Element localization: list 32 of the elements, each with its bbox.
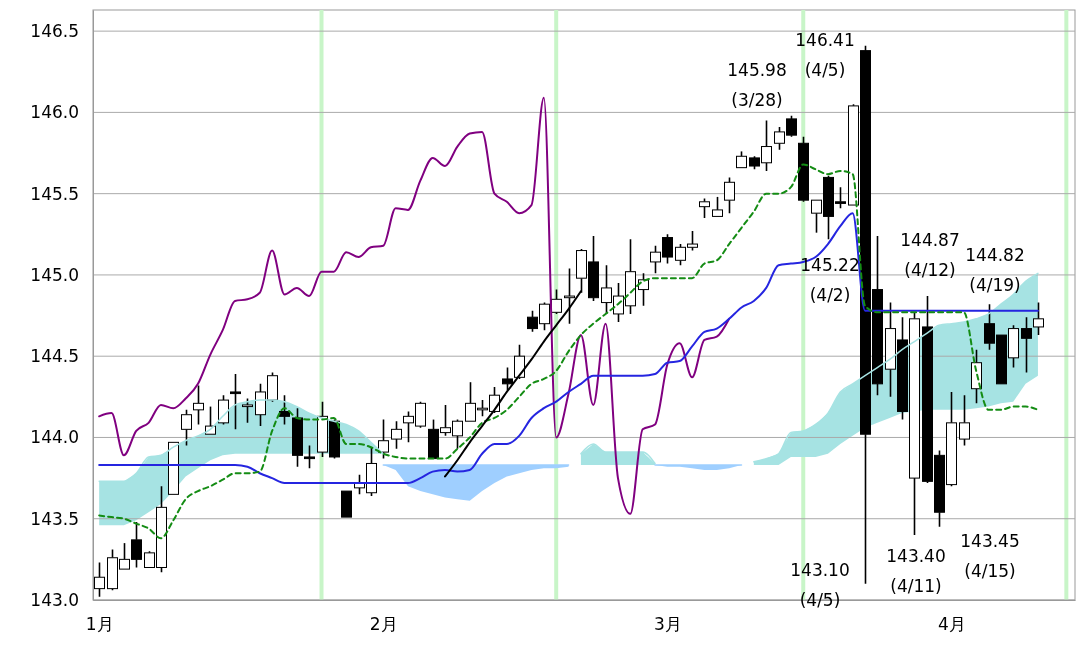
y-tick-label: 145.0 xyxy=(30,264,79,285)
annotation: 144.82 (4/19) xyxy=(965,245,1025,295)
annotation: 145.98 (3/28) xyxy=(727,60,787,110)
annotation: 143.10 (4/5) xyxy=(790,560,850,610)
candlestick xyxy=(1033,301,1044,336)
candlestick xyxy=(304,444,315,470)
y-tick-label: 146.5 xyxy=(30,21,79,42)
candlestick xyxy=(242,397,253,424)
line-series xyxy=(98,96,731,515)
annotation: 145.22 (4/2) xyxy=(800,255,860,305)
candlestick xyxy=(279,394,290,426)
annotation: 143.45 (4/15) xyxy=(960,531,1020,581)
annotation: 143.40 (4/11) xyxy=(886,546,946,596)
x-tick-label: 3月 xyxy=(653,614,682,635)
y-tick-label: 143.5 xyxy=(30,508,79,529)
y-tick-label: 145.5 xyxy=(30,183,79,204)
candlestick xyxy=(193,384,204,426)
candlestick xyxy=(1021,316,1032,374)
candlestick xyxy=(230,373,241,431)
x-tick-label: 1月 xyxy=(85,614,114,635)
y-tick-label: 144.0 xyxy=(30,427,79,448)
x-tick-label: 4月 xyxy=(938,614,966,635)
candlestick xyxy=(959,394,970,447)
annotation: 144.87 (4/12) xyxy=(900,230,960,280)
candlestick xyxy=(292,407,303,468)
y-tick-label: 143.0 xyxy=(30,589,79,610)
y-tick-label: 144.5 xyxy=(30,346,79,367)
candlestick xyxy=(181,409,192,447)
y-tick-label: 146.0 xyxy=(30,102,79,123)
candlestick xyxy=(378,418,389,460)
x-tick-label: 2月 xyxy=(369,614,398,635)
annotation: 146.41 (4/5) xyxy=(795,30,855,80)
